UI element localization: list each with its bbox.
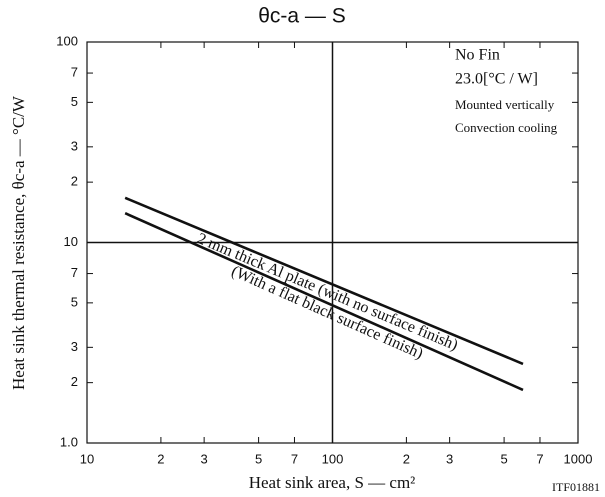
y-tick-label: 10 <box>64 234 78 249</box>
x-tick-label: 3 <box>446 451 453 466</box>
y-tick-label: 5 <box>71 294 78 309</box>
x-tick-label: 3 <box>201 451 208 466</box>
x-tick-label: 10 <box>80 451 94 466</box>
y-tick-label: 3 <box>71 138 78 153</box>
x-tick-label: 5 <box>500 451 507 466</box>
y-axis-label: Heat sink thermal resistance, θc-a — °C/… <box>9 95 28 390</box>
annotation: Convection cooling <box>455 120 558 135</box>
x-tick-label: 1000 <box>564 451 593 466</box>
annotation: Mounted vertically <box>455 97 555 112</box>
y-tick-label: 100 <box>56 33 78 48</box>
y-tick-label: 7 <box>71 64 78 79</box>
chart-title: θc-a — S <box>258 5 346 28</box>
series-line <box>124 212 524 392</box>
y-tick-label: 2 <box>71 174 78 189</box>
y-tick-label: 1.0 <box>60 434 78 449</box>
y-tick-label: 5 <box>71 94 78 109</box>
series-label: 2 mm thick Al plate (with no surface fin… <box>195 230 461 354</box>
y-tick-label: 2 <box>71 374 78 389</box>
y-tick-label: 7 <box>71 265 78 280</box>
x-tick-label: 7 <box>291 451 298 466</box>
annotation: 23.0[°C / W] <box>455 71 538 88</box>
x-tick-label: 7 <box>536 451 543 466</box>
x-tick-label: 5 <box>255 451 262 466</box>
x-axis-label: Heat sink area, S — cm² <box>249 473 416 492</box>
x-tick-label: 2 <box>403 451 410 466</box>
x-tick-label: 100 <box>322 451 344 466</box>
series-line <box>124 196 524 366</box>
annotation: No Fin <box>455 47 500 64</box>
x-tick-label: 2 <box>157 451 164 466</box>
y-tick-label: 3 <box>71 339 78 354</box>
figure-code: ITF01881 <box>552 480 600 494</box>
